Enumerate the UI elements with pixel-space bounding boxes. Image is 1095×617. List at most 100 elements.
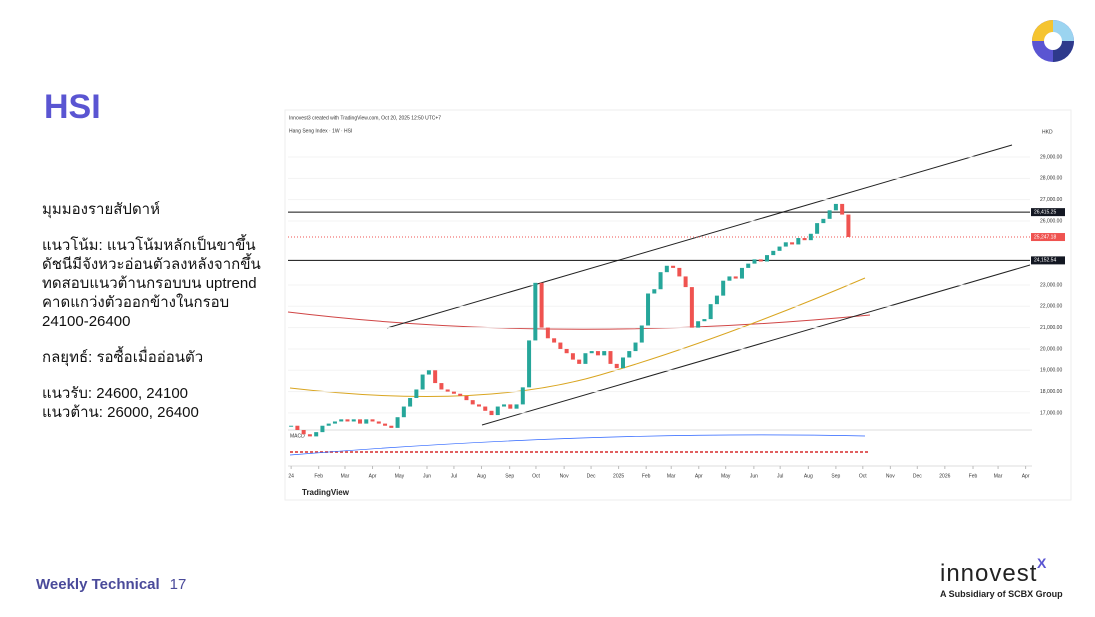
x-tick-label: May [395, 473, 405, 479]
heading: มุมมองรายสัปดาห์ [42, 201, 160, 218]
candle [671, 265, 676, 268]
trend: แนวโน้ม: แนวโน้มหลักเป็นขาขึ้น ดัชนีมีจั… [42, 237, 261, 330]
strategy: กลยุทธ์: รอซื้อเมื่ออ่อนตัว [42, 349, 204, 366]
candle [314, 432, 319, 437]
candle [633, 342, 638, 352]
candle [689, 287, 694, 328]
candle [708, 304, 713, 320]
y-tick-label: 28,000.00 [1040, 176, 1062, 182]
candle [483, 406, 488, 411]
candle [646, 293, 651, 326]
current-label: 25,247.18 [1034, 234, 1056, 240]
candle [339, 419, 344, 422]
candle [721, 280, 726, 296]
candle [589, 351, 594, 354]
candle [677, 267, 682, 277]
candle [577, 359, 582, 364]
x-tick-label: Mar [341, 473, 350, 479]
section: Weekly Technical [36, 576, 160, 593]
candle [301, 430, 306, 435]
x-tick-label: Jun [423, 473, 431, 479]
candle [739, 267, 744, 279]
candle [502, 404, 507, 407]
candle [608, 351, 613, 364]
candle [345, 419, 350, 422]
x-tick-label: Sep [505, 473, 514, 479]
candle [426, 370, 431, 375]
candle [564, 348, 569, 354]
brand-mark: X [1037, 555, 1047, 571]
y-tick-label: 22,000.00 [1040, 304, 1062, 310]
candle [771, 250, 776, 256]
candle [827, 210, 832, 219]
x-tick-label: Apr [369, 473, 377, 479]
x-tick-label: Dec [587, 473, 596, 479]
candle [595, 351, 600, 356]
candle [802, 238, 807, 241]
level-label: 24,152.54 [1034, 258, 1056, 264]
current-tag [1031, 233, 1065, 242]
x-tick-label: Apr [695, 473, 703, 479]
candle [458, 393, 463, 396]
y-tick-label: 19,000.00 [1040, 368, 1062, 374]
candle [752, 259, 757, 264]
y-tick-label: 23,000.00 [1040, 282, 1062, 288]
x-tick-label: Feb [314, 473, 323, 479]
candle [470, 400, 475, 405]
x-tick-label: Apr [1022, 473, 1030, 479]
candle [527, 340, 532, 388]
x-tick-label: Jul [777, 473, 783, 479]
x-tick-label: Oct [859, 473, 867, 479]
candle [307, 434, 312, 437]
candle [758, 259, 763, 262]
candle [351, 419, 356, 422]
candle [821, 218, 826, 224]
candle [533, 282, 538, 341]
candle [790, 242, 795, 245]
candle [614, 363, 619, 369]
chart-frame [284, 109, 1072, 501]
candle [376, 421, 381, 424]
x-tick-label: Feb [969, 473, 978, 479]
candle [414, 389, 419, 399]
level-tag [1031, 256, 1065, 265]
brand: TradingView [302, 488, 350, 497]
logo-icon [1032, 20, 1074, 62]
candle [508, 404, 513, 409]
candle [570, 353, 575, 360]
candle [620, 357, 625, 369]
candle [464, 395, 469, 401]
level-label: 26,415.25 [1034, 209, 1056, 215]
candle [652, 289, 657, 294]
candle [439, 383, 444, 390]
candle [420, 374, 425, 390]
candle [815, 223, 820, 234]
candle [332, 421, 337, 424]
candle [796, 238, 801, 245]
currency: HKD [1042, 129, 1053, 135]
candle [489, 410, 494, 416]
candle [602, 351, 607, 356]
x-tick-label: 24 [288, 473, 294, 479]
page-number: 17 [169, 576, 187, 593]
candle [370, 419, 375, 422]
symbol: Hang Seng Index · 1W · HSI [289, 128, 352, 134]
candle [846, 214, 851, 237]
candle [364, 419, 369, 424]
candle [627, 351, 632, 358]
candle [583, 353, 588, 364]
x-tick-label: Dec [913, 473, 922, 479]
candle [295, 425, 300, 430]
x-tick-label: Aug [804, 473, 813, 479]
candle [746, 263, 751, 268]
candle [727, 276, 732, 281]
x-tick-label: Oct [532, 473, 540, 479]
resistance: แนวต้าน: 26000, 26400 [42, 404, 199, 421]
y-tick-label: 18,000.00 [1040, 389, 1062, 395]
candle [514, 404, 519, 409]
x-tick-label: Aug [477, 473, 486, 479]
footer: Weekly Technical 17 [36, 576, 186, 593]
candle [808, 233, 813, 241]
candle [395, 417, 400, 428]
x-tick-label: Jun [750, 473, 758, 479]
